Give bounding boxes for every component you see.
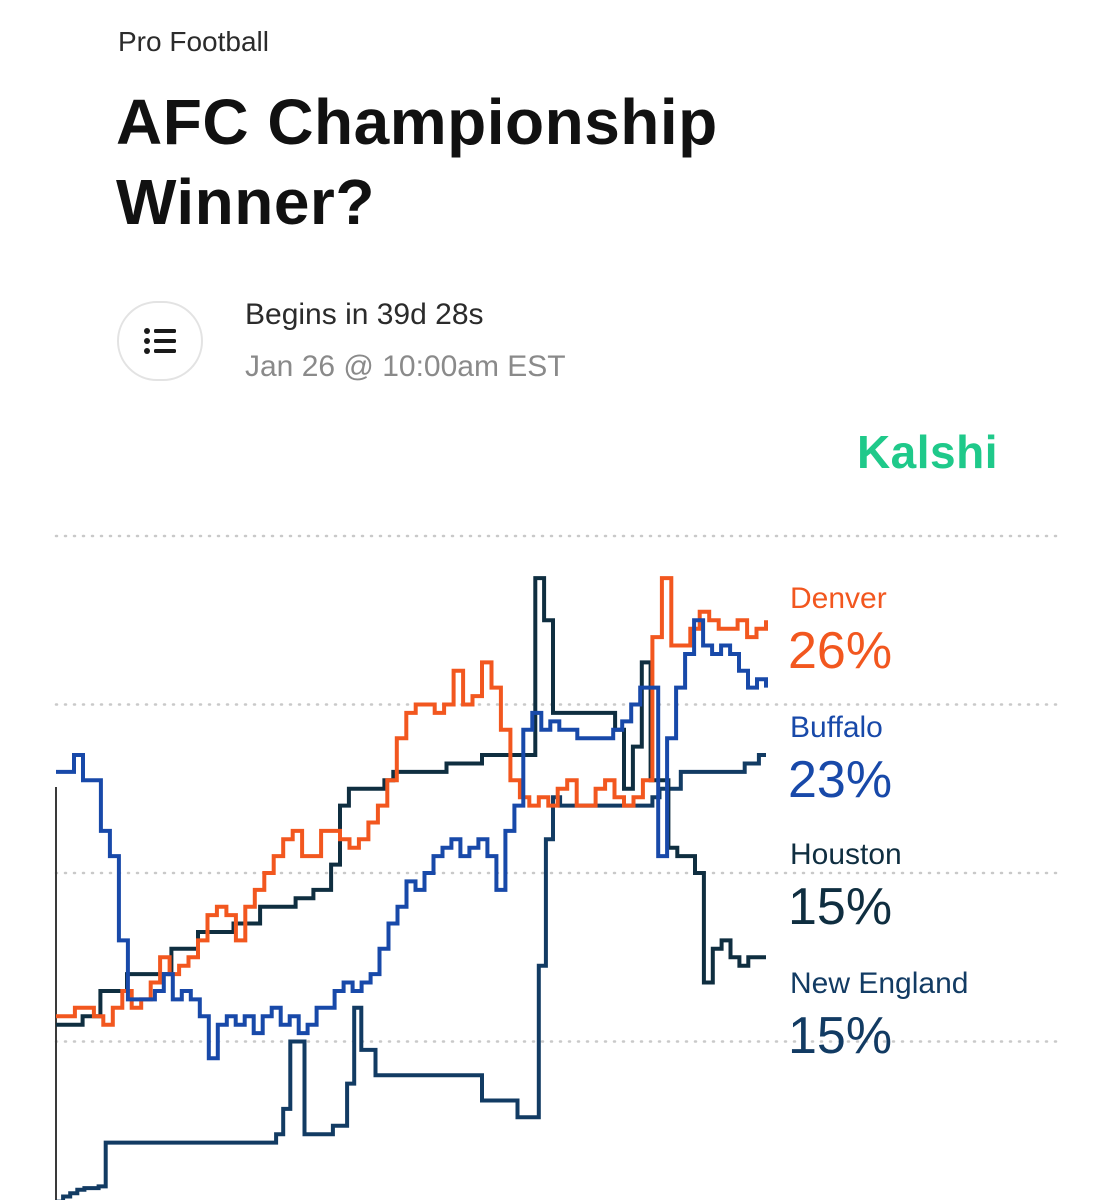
series-line-denver bbox=[56, 576, 768, 1027]
chart-legend: Denver 26% Buffalo 23% Houston 15% New England… bbox=[788, 582, 968, 1065]
legend-percent-denver: 26% bbox=[788, 622, 892, 680]
legend-name-new-england: New England bbox=[790, 967, 968, 1000]
series-line-buffalo bbox=[56, 618, 768, 1061]
event-date: Jan 26 @ 10:00am EST bbox=[245, 350, 566, 383]
legend-percent-houston: 15% bbox=[788, 878, 892, 936]
legend-name-denver: Denver bbox=[790, 582, 887, 615]
page-title: AFC Championship Winner? bbox=[116, 86, 718, 238]
legend-percent-buffalo: 23% bbox=[788, 751, 892, 809]
kalshi-logo: Kalshi bbox=[856, 426, 998, 478]
legend-name-buffalo: Buffalo bbox=[790, 711, 883, 744]
legend-name-houston: Houston bbox=[790, 838, 902, 871]
rules-list-button[interactable] bbox=[117, 301, 203, 381]
series-line-new-england bbox=[56, 753, 766, 1200]
legend-percent-new-england: 15% bbox=[788, 1007, 892, 1065]
series-line-houston bbox=[56, 576, 766, 1027]
list-icon bbox=[144, 328, 176, 354]
chart-series bbox=[56, 576, 768, 1200]
begins-countdown: Begins in 39d 28s bbox=[245, 298, 484, 331]
category-label: Pro Football bbox=[118, 26, 269, 57]
